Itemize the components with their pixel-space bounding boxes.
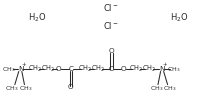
Text: Cl$^-$: Cl$^-$ [103,2,118,13]
Text: CH$_2$: CH$_2$ [128,64,143,74]
Text: N: N [159,66,165,72]
Text: O: O [56,66,62,72]
Text: Cl$^-$: Cl$^-$ [103,20,118,31]
Text: O: O [121,66,126,72]
Text: O: O [109,49,114,54]
Text: C: C [109,66,114,72]
Text: CH$_2$: CH$_2$ [142,64,156,74]
Text: CH$_3$: CH$_3$ [19,84,33,93]
Text: CH$_2$: CH$_2$ [78,64,92,74]
Text: CH$_3$: CH$_3$ [150,84,163,93]
Text: H$_2$O: H$_2$O [170,12,189,24]
Text: +: + [21,62,26,67]
Text: O: O [68,84,74,90]
Text: CH$_3$: CH$_3$ [167,65,181,74]
Text: CH$_2$: CH$_2$ [91,64,105,74]
Text: N: N [18,66,23,72]
Text: CH$_3$: CH$_3$ [2,65,15,74]
Text: CH$_2$: CH$_2$ [28,64,42,74]
Text: +: + [163,62,167,67]
Text: CH$_2$: CH$_2$ [41,64,55,74]
Text: CH$_3$: CH$_3$ [163,84,177,93]
Text: C: C [68,66,73,72]
Text: CH$_3$: CH$_3$ [6,84,19,93]
Text: H$_2$O: H$_2$O [28,12,46,24]
